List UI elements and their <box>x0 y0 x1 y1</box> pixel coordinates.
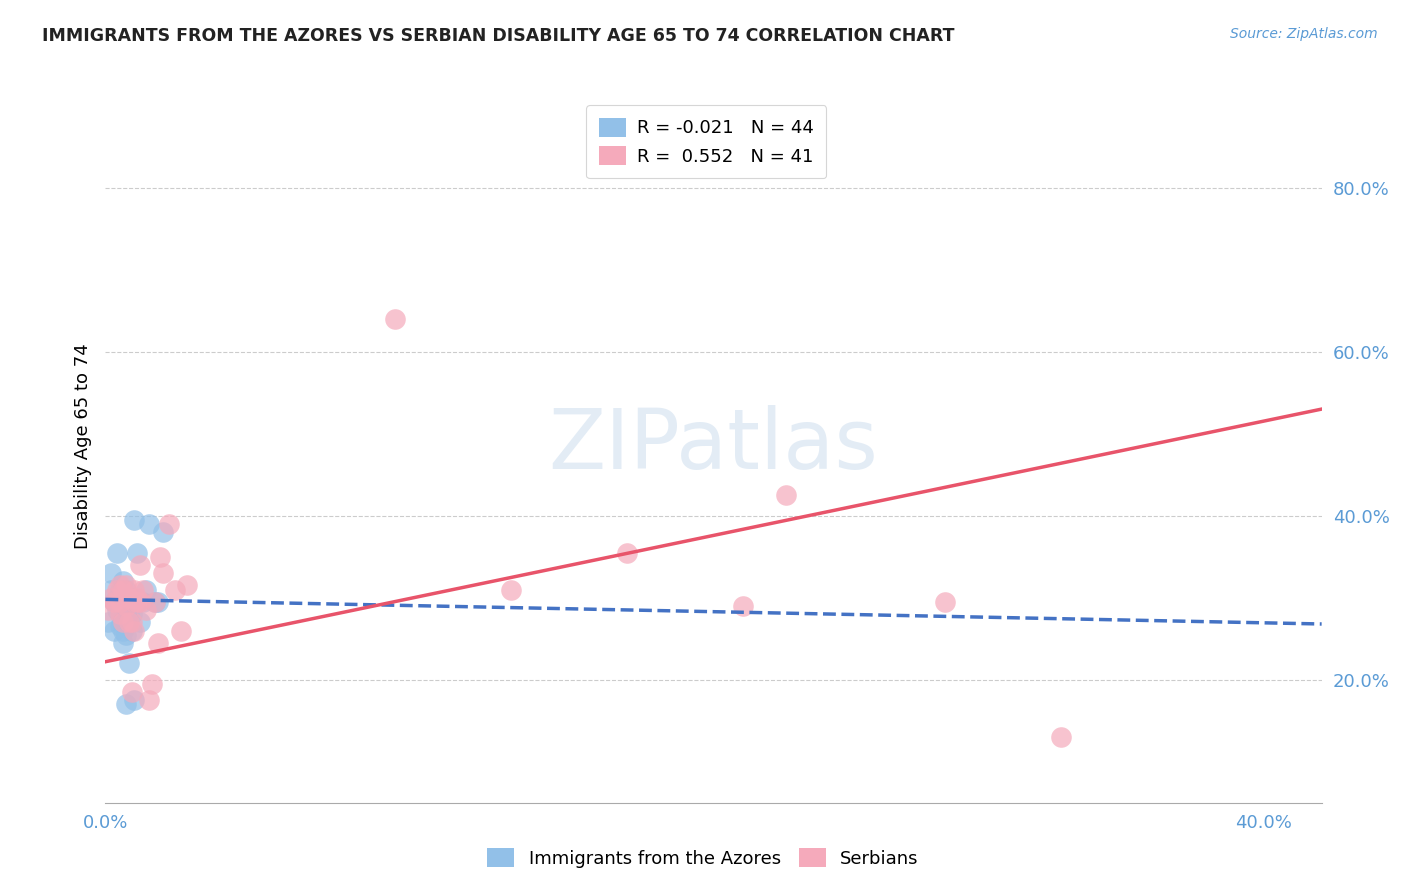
Point <box>117 615 139 630</box>
Point <box>114 599 136 613</box>
Point <box>124 624 146 638</box>
Point <box>111 624 134 638</box>
Point <box>108 595 131 609</box>
Point <box>121 607 143 622</box>
Point <box>117 599 139 613</box>
Point <box>117 591 139 605</box>
Point <box>111 611 134 625</box>
Point <box>163 582 186 597</box>
Point <box>141 677 163 691</box>
Point <box>127 591 149 605</box>
Point <box>143 595 166 609</box>
Point <box>114 582 136 597</box>
Point <box>146 636 169 650</box>
Point <box>105 591 128 605</box>
Point <box>108 607 131 622</box>
Point <box>97 615 120 630</box>
Point <box>108 595 131 609</box>
Point <box>129 615 152 630</box>
Point <box>111 636 134 650</box>
Point <box>97 603 120 617</box>
Point <box>111 603 134 617</box>
Point <box>108 591 131 605</box>
Point <box>146 595 169 609</box>
Point <box>129 595 152 609</box>
Point <box>124 582 146 597</box>
Point <box>117 607 139 622</box>
Point <box>149 549 172 564</box>
Point <box>100 591 122 605</box>
Point <box>124 595 146 609</box>
Point <box>127 595 149 609</box>
Point <box>121 615 143 630</box>
Point <box>114 607 136 622</box>
Point <box>132 595 155 609</box>
Point <box>138 693 160 707</box>
Point <box>121 591 143 605</box>
Point <box>170 624 193 638</box>
Point <box>384 311 406 326</box>
Point <box>138 516 160 531</box>
Point <box>114 578 136 592</box>
Point <box>135 603 157 617</box>
Y-axis label: Disability Age 65 to 74: Disability Age 65 to 74 <box>73 343 91 549</box>
Point <box>103 624 125 638</box>
Point <box>117 591 139 605</box>
Point <box>127 595 149 609</box>
Point <box>103 595 125 609</box>
Point <box>135 582 157 597</box>
Point <box>100 566 122 581</box>
Point <box>176 578 198 592</box>
Point <box>105 603 128 617</box>
Point <box>114 698 136 712</box>
Point <box>129 558 152 572</box>
Text: ZIPatlas: ZIPatlas <box>548 406 879 486</box>
Text: Source: ZipAtlas.com: Source: ZipAtlas.com <box>1230 27 1378 41</box>
Point <box>111 595 134 609</box>
Point <box>108 607 131 622</box>
Point <box>114 627 136 641</box>
Point <box>111 574 134 589</box>
Point <box>127 546 149 560</box>
Point <box>157 516 180 531</box>
Point <box>114 595 136 609</box>
Point <box>934 595 956 609</box>
Point <box>114 591 136 605</box>
Point <box>121 685 143 699</box>
Point <box>731 599 754 613</box>
Point <box>124 513 146 527</box>
Point <box>143 595 166 609</box>
Point <box>111 587 134 601</box>
Point <box>124 693 146 707</box>
Point <box>108 619 131 633</box>
Point <box>499 582 522 597</box>
Point <box>111 582 134 597</box>
Legend: Immigrants from the Azores, Serbians: Immigrants from the Azores, Serbians <box>477 838 929 879</box>
Point <box>152 566 174 581</box>
Point <box>103 595 125 609</box>
Point <box>108 578 131 592</box>
Point <box>616 546 638 560</box>
Point <box>100 582 122 597</box>
Point <box>111 615 134 630</box>
Point <box>132 582 155 597</box>
Point <box>121 624 143 638</box>
Point <box>1050 730 1073 744</box>
Point <box>117 657 139 671</box>
Text: IMMIGRANTS FROM THE AZORES VS SERBIAN DISABILITY AGE 65 TO 74 CORRELATION CHART: IMMIGRANTS FROM THE AZORES VS SERBIAN DI… <box>42 27 955 45</box>
Point <box>105 582 128 597</box>
Point <box>775 488 797 502</box>
Point <box>105 546 128 560</box>
Point <box>108 582 131 597</box>
Legend: R = -0.021   N = 44, R =  0.552   N = 41: R = -0.021 N = 44, R = 0.552 N = 41 <box>586 105 827 178</box>
Point <box>152 525 174 540</box>
